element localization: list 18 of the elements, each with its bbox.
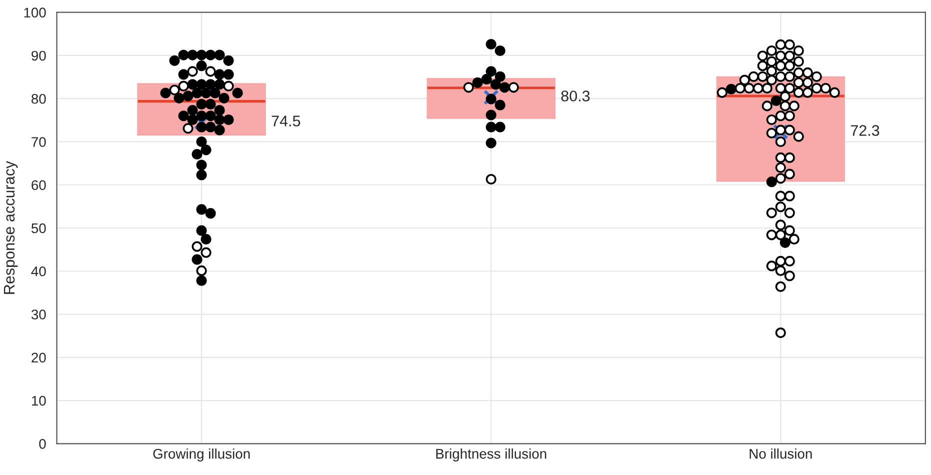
y-tick-label: 30 <box>31 310 46 320</box>
y-tick-label: 20 <box>32 352 46 363</box>
y-tick-label: 50 <box>31 223 46 234</box>
y-tick-label: 60 <box>32 180 46 190</box>
y-tick-label: 10 <box>32 396 46 406</box>
x-tick-label: No illusion <box>750 448 812 459</box>
y-tick-label: 80 <box>32 94 46 104</box>
y-tick-label: 70 <box>32 137 46 147</box>
annotation: 74.5 <box>272 116 300 126</box>
annotation: 72.3 <box>850 125 880 136</box>
y-tick-label: 0 <box>39 438 46 449</box>
x-tick-label: Brightness illusion <box>436 448 546 462</box>
x-tick-label: Growing illusion <box>153 448 250 462</box>
y-axis-title: Response accuracy <box>4 160 18 294</box>
annotation: 80.3 <box>561 90 590 102</box>
y-tick-label: 100 <box>24 8 46 18</box>
y-tick-label: 90 <box>32 50 46 61</box>
y-tick-label: 40 <box>31 266 46 276</box>
